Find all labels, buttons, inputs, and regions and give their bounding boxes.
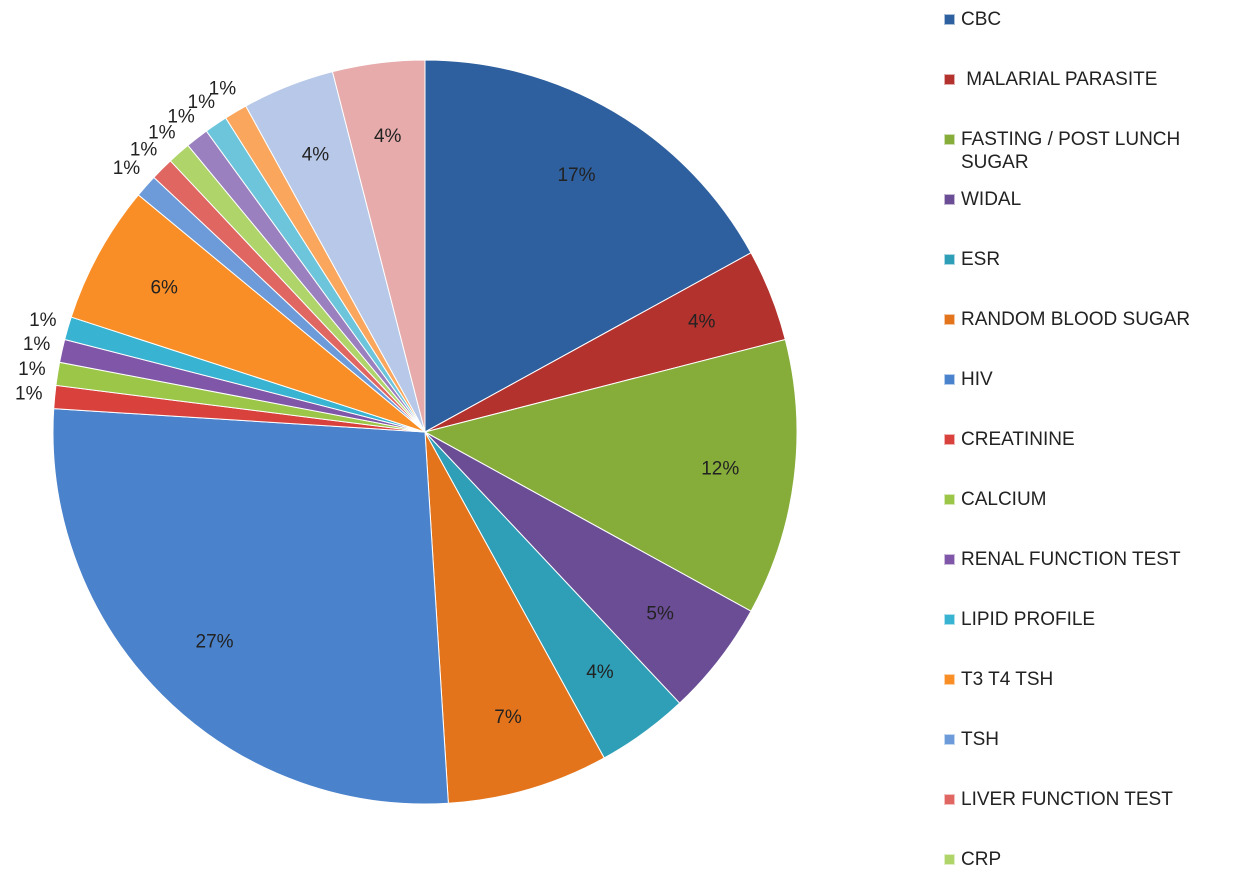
legend-item: CRP (944, 848, 1234, 871)
chart: 17%4%12%5%4%7%27%1%1%1%1%6%1%1%1%1%1%1%4… (15, 59, 798, 805)
legend-label: ESR (961, 249, 1001, 270)
pie-slice (424, 59, 752, 433)
legend-swatch (944, 74, 955, 85)
data-label: 5% (646, 603, 674, 624)
legend-label: LIVER FUNCTION TEST (961, 789, 1173, 810)
data-label: 7% (494, 707, 522, 728)
data-label: 1% (209, 78, 237, 99)
data-label: 1% (188, 92, 216, 113)
legend-item: RANDOM BLOOD SUGAR (944, 308, 1234, 331)
legend-swatch (944, 314, 955, 325)
legend-swatch (944, 194, 955, 205)
data-label: 1% (113, 158, 141, 179)
data-label: 1% (130, 140, 158, 161)
data-label: 27% (196, 631, 234, 652)
legend-swatch (944, 134, 955, 145)
pie-slice (424, 431, 605, 804)
legend-item: ESR (944, 248, 1234, 271)
legend-swatch (944, 614, 955, 625)
legend-label: FASTING / POST LUNCH SUGAR (961, 129, 1186, 173)
data-label: 17% (557, 165, 595, 186)
data-label: 4% (374, 126, 402, 147)
legend-label: HIV (961, 369, 993, 390)
legend-item: LIVER FUNCTION TEST (944, 788, 1234, 811)
data-label: 4% (688, 311, 716, 332)
legend-item: LIPID PROFILE (944, 608, 1234, 631)
legend-item: WIDAL (944, 188, 1234, 211)
legend-item: MALARIAL PARASITE (944, 68, 1234, 91)
pie-slice (52, 408, 449, 805)
legend-swatch (944, 854, 955, 865)
legend-item: T3 T4 TSH (944, 668, 1234, 691)
legend-swatch (944, 554, 955, 565)
legend-swatch (944, 374, 955, 385)
legend-item: TSH (944, 728, 1234, 751)
data-label: 12% (701, 458, 739, 479)
data-label: 1% (148, 122, 176, 143)
legend-swatch (944, 494, 955, 505)
data-label: 6% (150, 278, 178, 299)
legend-swatch (944, 674, 955, 685)
legend-label: CALCIUM (961, 489, 1047, 510)
legend-label: TSH (961, 729, 999, 750)
legend-item: CREATININE (944, 428, 1234, 451)
data-label: 1% (167, 107, 195, 128)
legend-item: HIV (944, 368, 1234, 391)
data-label: 1% (29, 310, 57, 331)
legend-label: CREATININE (961, 429, 1075, 450)
legend-swatch (944, 254, 955, 265)
legend-label: CBC (961, 9, 1002, 30)
legend-label: T3 T4 TSH (961, 669, 1054, 690)
pie-slice (423, 338, 798, 612)
legend-label: RENAL FUNCTION TEST (961, 549, 1181, 570)
legend-swatch (944, 794, 955, 805)
legend-item: FASTING / POST LUNCH SUGAR (944, 128, 1234, 174)
data-label: 1% (23, 334, 51, 355)
legend-swatch (944, 434, 955, 445)
pie-slice (70, 194, 426, 433)
legend-label: MALARIAL PARASITE (961, 69, 1158, 90)
legend-label: CRP (961, 849, 1002, 870)
legend-label: RANDOM BLOOD SUGAR (961, 309, 1191, 330)
legend-swatch (944, 14, 955, 25)
legend-item: RENAL FUNCTION TEST (944, 548, 1234, 571)
data-label: 1% (15, 384, 43, 405)
legend-item: CALCIUM (944, 488, 1234, 511)
pie-slice (331, 59, 426, 433)
legend-item: CBC (944, 8, 1234, 31)
legend-label: WIDAL (961, 189, 1022, 210)
data-label: 4% (302, 144, 330, 165)
legend-swatch (944, 734, 955, 745)
data-label: 4% (586, 662, 614, 683)
data-label: 1% (18, 359, 46, 380)
legend-label: LIPID PROFILE (961, 609, 1096, 630)
